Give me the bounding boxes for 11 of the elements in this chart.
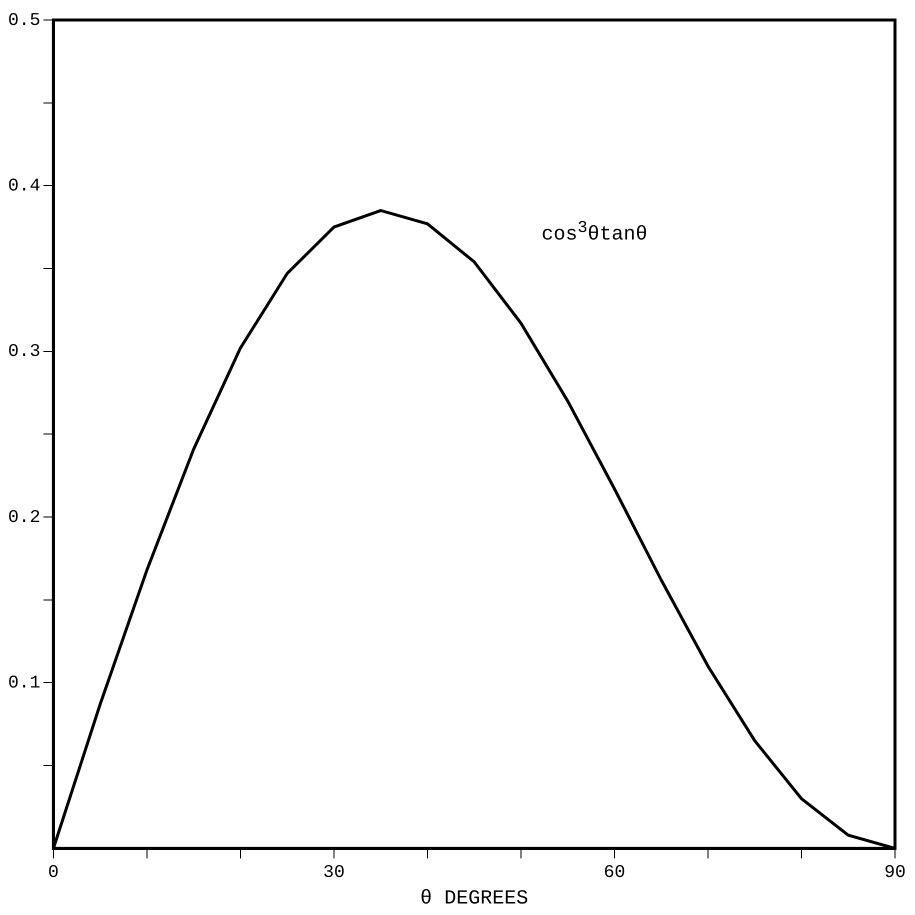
x-tick-label: 90 [884, 862, 906, 883]
y-tick-label: 0.3 [8, 342, 40, 362]
y-tick-label: 0.4 [8, 176, 40, 196]
x-tick-label: 30 [323, 862, 345, 883]
x-tick-label: 60 [604, 862, 626, 883]
x-tick-label: 0 [48, 862, 59, 883]
y-tick-label: 0.1 [8, 673, 40, 694]
annotation: cos$^{3}$θtanθ [542, 218, 648, 246]
x-axis-title: θ DEGREES [420, 887, 528, 910]
y-tick-label: 0.2 [8, 508, 40, 528]
y-tick-label: 0.5 [8, 10, 40, 31]
